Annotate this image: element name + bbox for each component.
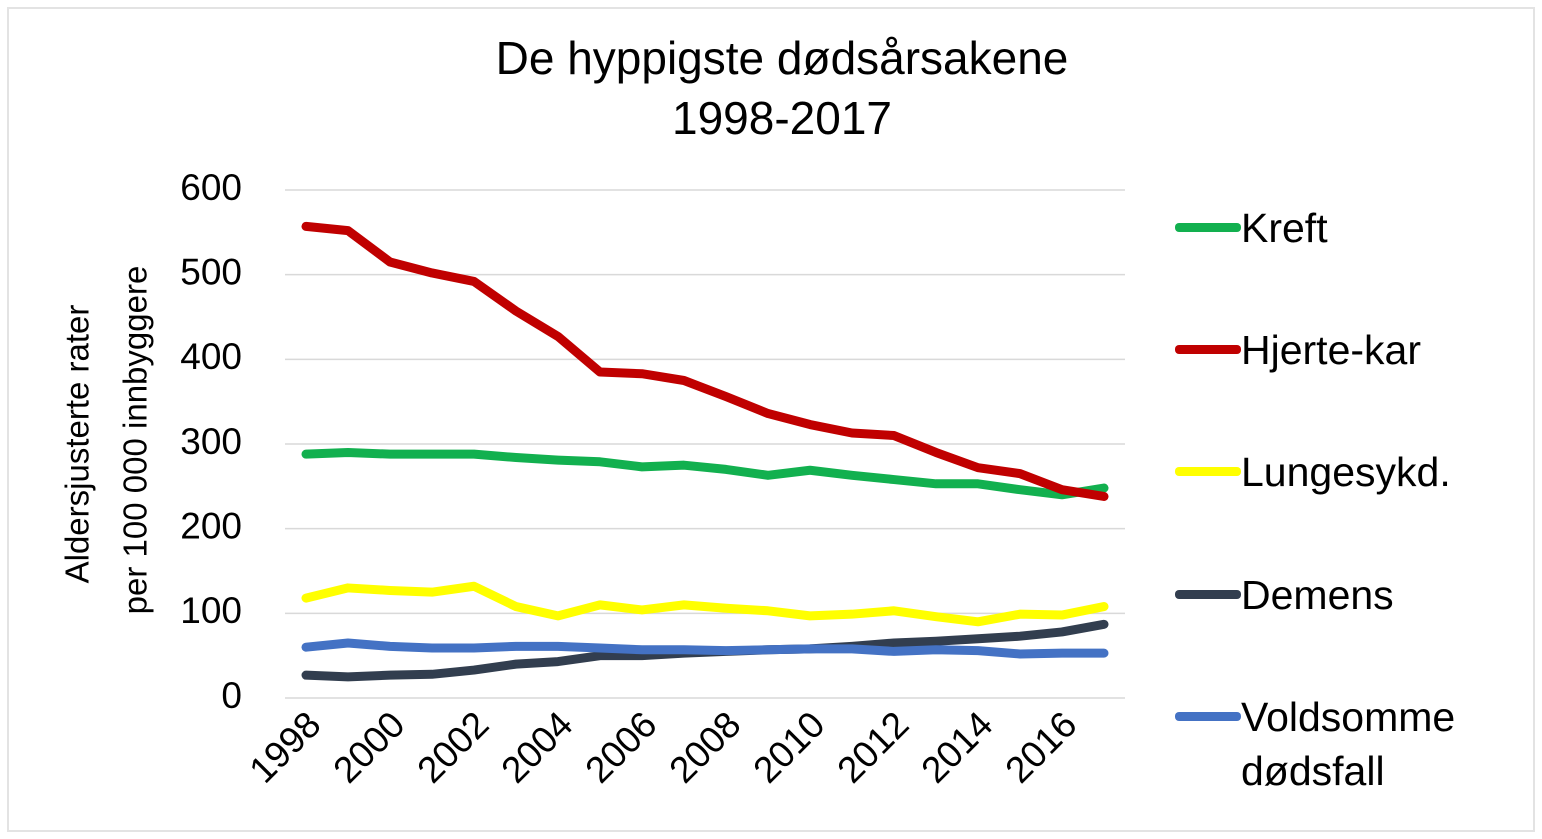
y-tick-label: 100 [180,590,242,631]
y-axis-label: Aldersjusterte rater [59,305,96,584]
legend-item: Voldsomme dødsfall [1175,690,1521,798]
x-tick-label: 2008 [661,704,748,791]
x-tick-label: 1998 [241,704,328,791]
y-tick-label: 300 [180,421,242,462]
legend-item: Kreft [1175,201,1541,255]
legend-swatch [1175,712,1241,721]
x-tick-label: 2010 [745,704,832,791]
x-tick-label: 2004 [493,704,580,791]
chart-title: 1998-2017 [672,92,892,144]
y-tick-label: 500 [180,251,242,292]
y-tick-label: 0 [221,675,242,716]
legend-label: Voldsomme dødsfall [1241,694,1456,794]
x-tick-label: 2016 [997,704,1084,791]
legend-item: Lungesykd. [1175,445,1541,499]
x-tick-label: 2006 [577,704,664,791]
series-line [301,221,1109,501]
y-tick-label: 200 [180,505,242,546]
series-line [301,447,1109,500]
y-axis-label: per 100 000 innbyggere [117,266,154,615]
x-tick-label: 2014 [913,704,1000,791]
series-line [301,638,1109,659]
legend-item: Demens [1175,568,1541,622]
legend-swatch [1175,467,1241,476]
legend-swatch [1175,223,1241,232]
series-line [301,581,1109,627]
legend-swatch [1175,590,1241,599]
legend-swatch [1175,345,1241,354]
legend-label: Lungesykd. [1241,449,1451,495]
x-tick-label: 2012 [829,704,916,791]
chart-title: De hyppigste dødsårsakene [496,32,1069,84]
legend-label: Demens [1241,572,1394,618]
legend-label: Kreft [1241,205,1328,251]
legend-item: Hjerte-kar [1175,323,1541,377]
y-tick-label: 600 [180,167,242,208]
legend-label: Hjerte-kar [1241,327,1421,373]
x-tick-label: 2002 [409,704,496,791]
chart-border [7,7,1535,832]
x-tick-label: 2000 [325,704,412,791]
y-tick-label: 400 [180,336,242,377]
